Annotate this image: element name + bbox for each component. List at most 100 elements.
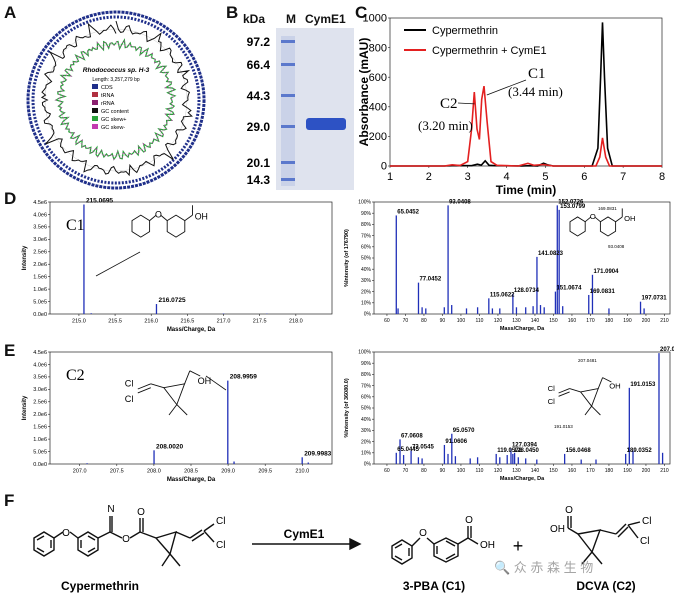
y-tick-label: 3.0e6 [33,237,47,243]
y-tick-label: 40% [361,267,372,273]
peak-label: 67.0608 [401,433,423,439]
y-tick-label: 5.0e5 [33,449,47,455]
structure-bond [160,214,168,221]
legend-swatch-2 [92,100,98,105]
reaction-scheme: O N O O Cl Cl O O OH O OH Cl Cl Cypermet… [33,504,651,593]
x-tick-label: 60 [384,468,390,474]
structure-oh: OH [195,212,208,222]
y-tick-label: 70% [361,383,372,389]
peak-label: 189.0352 [627,448,653,454]
structure-bond [569,388,581,393]
structure-oh: OH [609,382,621,391]
peak-label-c1: C1 [528,66,546,82]
structure-cl: Cl [548,384,556,393]
gc-skew-plus-track [54,38,177,161]
y-tick-label: 400 [369,101,387,113]
x-tick-label: 80 [421,318,427,324]
genome-organism: Rhodococcus sp. H-3 [83,67,150,74]
dcva-cl-1: Cl [642,516,651,527]
x-tick-label: 215.5 [108,319,122,325]
y-axis-label: Intensity [22,395,28,420]
peak-label: 207.0481 [660,347,674,353]
x-tick-label: 70 [403,468,409,474]
x-axis-label: Mass/Charge, Da [167,327,216,333]
enzyme-label: CymE1 [284,527,325,541]
structure-cl: Cl [548,397,556,406]
msms-chart-c2: 60 70 80 90 100 110 120 130 140 150 160 170 180 190 20… [344,347,674,482]
cypermethrin-ether-o: O [62,528,70,539]
peak-label: 77.0452 [419,277,441,283]
x-tick-label: 180 [605,468,614,474]
hplc-chart: 1 2 3 4 5 6 7 8 0 200 400 600 800 1000 Time (min) Absor… [358,13,665,197]
inset-label-2: 93.0408 [608,244,625,249]
panel-label-b: B [226,3,239,22]
inset-label-2: 191.0153 [554,424,573,429]
structure-bond [184,370,191,384]
x-tick-label: 200 [642,468,651,474]
y-tick-label: 80% [361,372,372,378]
panel-label-a: A [4,3,17,22]
cypermethrin-cl-1: Cl [216,516,225,527]
y-tick-label: 40% [361,417,372,423]
legend-swatch-0 [92,84,98,89]
marker-label-3: 29.0 [247,120,271,134]
structure-bond [584,405,592,416]
x-axis-label: Mass/Charge, Da [500,476,545,482]
y-tick-label: 70% [361,233,372,239]
marker-label-0: 97.2 [247,35,271,49]
y-tick-label: 60% [361,244,372,250]
cds-ring-outer [26,10,206,190]
pba-carbonyl-o: O [465,515,473,526]
gc-baseline [44,28,188,172]
y-tick-label: 50% [361,256,372,262]
x-tick-label: 100 [457,468,466,474]
x-tick-label: 140 [531,468,540,474]
panel-label-d: D [4,189,17,208]
structure-bond [184,214,193,221]
y-axis-label: Absorbance (mAU) [358,38,371,147]
peak-time-c1: (3.44 min) [508,84,563,99]
product2-label: DCVA (C2) [576,579,635,593]
x-tick-label: 216.0 [144,319,158,325]
legend-swatch-4 [92,116,98,121]
x-tick-label: 3 [465,171,471,183]
structure-oh: OH [624,214,635,223]
y-tick-label: 80% [361,222,372,228]
cypermethrin-cl-2: Cl [216,540,225,551]
x-tick-label: 130 [512,468,521,474]
legend-swatch-1 [92,92,98,97]
y-tick-label: 30% [361,428,372,434]
cypermethrin-ring-2 [77,531,99,557]
peak-label-c2: C2 [440,96,458,112]
y-tick-label: 4.5e6 [33,200,47,206]
y-tick-label: 1.0e6 [33,437,47,443]
y-tick-label: 60% [361,394,372,400]
peak-label: 208.0020 [156,443,183,450]
x-tick-label: 170 [586,318,595,324]
structure-bond [615,216,623,223]
plot-frame [49,201,333,315]
x-tick-label: 1 [387,171,393,183]
y-tick-label: 100% [358,350,371,356]
x-tick-label: 7 [620,171,626,183]
x-tick-label: 216.5 [181,319,195,325]
structure-bond [558,388,570,394]
legend-label-2: rRNA [101,101,115,107]
y-tick-label: 90% [361,211,372,217]
structure-o: O [155,209,162,219]
y-tick-label: 4.0e6 [33,362,47,368]
peak-label: 127.0394 [512,442,538,448]
structure-ring-1 [569,216,586,237]
x-tick-label: 110 [475,468,483,474]
structure-bond [168,404,178,416]
y-axis-label: %Intensity (of 176790) [344,229,350,287]
x-axis-label: Mass/Charge, Da [167,477,216,483]
structure-bond [594,216,601,223]
structure-bond [150,383,164,389]
legend-swatch-5 [92,124,98,129]
y-tick-label: 3.5e6 [33,375,47,381]
peak-label: 156.0468 [566,448,592,454]
x-axis-label: Time (min) [496,183,556,197]
dcva-hydroxyl: OH [550,524,565,535]
marker-label-5: 14.3 [247,173,271,187]
